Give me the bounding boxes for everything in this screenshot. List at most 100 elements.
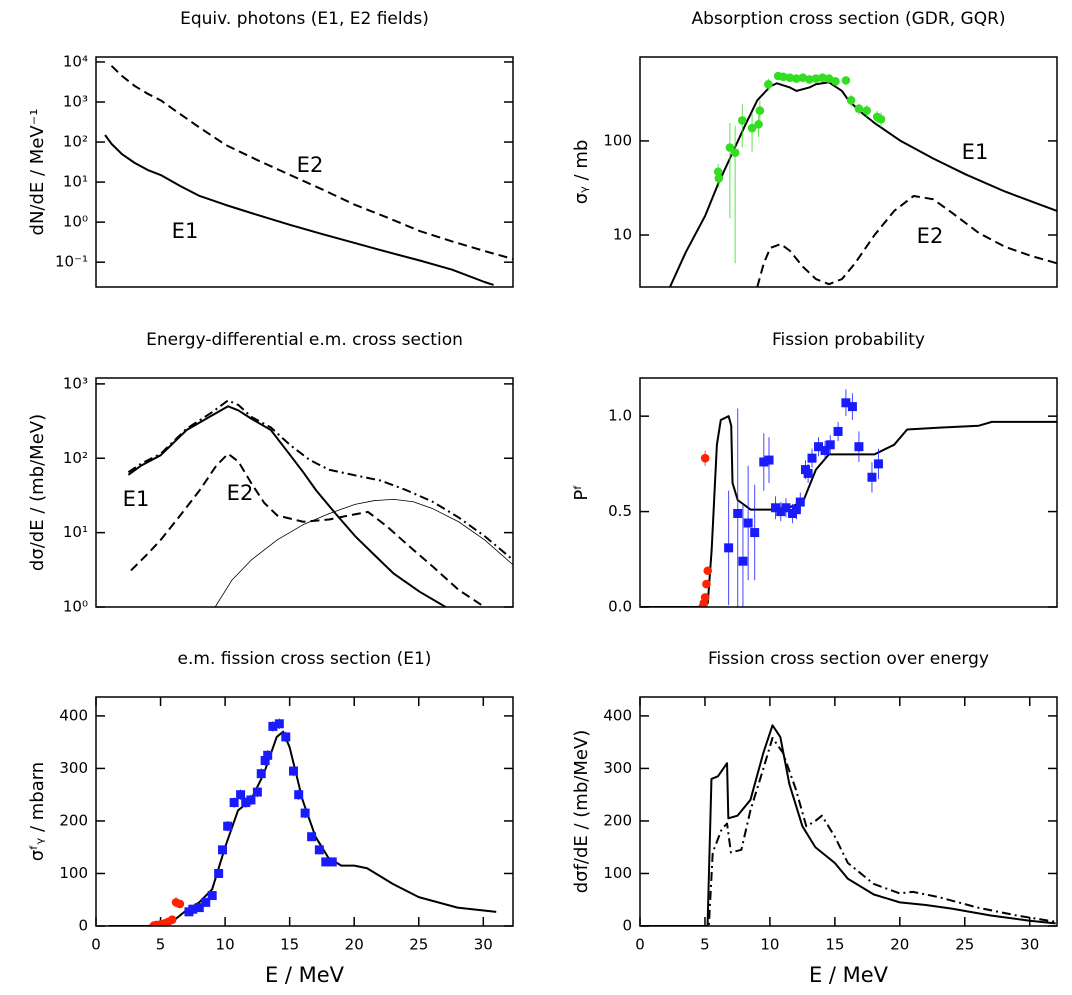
data-point [798,73,808,82]
plot-area [640,724,1056,926]
panel: Fission probability Pᶠ 0.0 0.5 1.0 [571,330,1058,616]
curve [104,134,494,286]
y-axis-label: dσ/dE / (mb/MeV) [27,414,48,571]
panel-title: Fission cross section over energy [708,649,989,669]
data-point [847,402,857,412]
annotation: E1 [123,487,150,511]
y-axis-label: Pᶠ [571,484,592,500]
data-point [803,468,813,478]
y-tick-label: 400 [603,706,632,724]
data-point [747,123,757,133]
data-point [175,899,185,909]
panel-title: e.m. fission cross section (E1) [178,649,432,669]
x-tick-label: 10 [760,936,779,954]
x-tick-label: 30 [1020,936,1039,954]
x-axis-label: E / MeV [809,963,889,987]
data-point [807,453,817,463]
x-tick-label: 30 [474,936,493,954]
curve [110,65,513,260]
y-tick-label: 10⁴ [63,52,88,70]
y-tick-label: 10⁰ [63,598,88,616]
annotation: E2 [297,153,324,177]
data-point [781,503,791,513]
plot-frame [95,696,514,927]
y-tick-label: 0 [622,917,632,935]
data-point [167,915,177,924]
data-point [876,114,886,124]
data-point [700,453,710,463]
plot-area [669,71,1057,287]
y-tick-label: 100 [59,864,88,882]
data-point [236,790,246,800]
y-tick-label: 10 [613,225,632,243]
data-point [700,593,710,602]
data-point [737,116,747,125]
y-tick-label: 0 [78,917,88,935]
x-tick-label: 10 [216,936,235,954]
data-point [791,505,801,515]
curve [640,736,1056,926]
y-axis-label: dN/dE / MeV⁻¹ [27,109,48,236]
x-tick-label: 25 [409,936,428,954]
y-tick-label: 300 [603,759,632,777]
panel: Fission cross section over energy dσf/dE … [571,649,1058,987]
data-point [846,96,856,105]
plot-frame [639,696,1058,927]
data-point [824,74,834,83]
y-tick-label: 10⁻¹ [55,253,88,271]
data-point [820,446,830,456]
plot-frame [639,56,1058,288]
panel: Equiv. photons (E1, E2 fields) dN/dE / Me… [27,9,514,288]
curve [127,405,447,607]
panel: Energy-differential e.m. cross section dσ… [27,330,514,616]
data-point [811,74,821,83]
data-point [300,808,310,818]
annotation: E2 [227,481,254,505]
data-point [194,903,204,913]
y-tick-label: 300 [59,759,88,777]
plot-frame [95,377,514,608]
data-point [854,104,864,114]
data-point [327,857,337,867]
y-tick-label: 10³ [63,93,88,111]
y-tick-label: 0.0 [608,598,632,616]
data-point [314,845,324,855]
x-tick-label: 20 [345,936,364,954]
panel-title: Absorption cross section (GDR, GQR) [691,9,1005,29]
data-point [289,766,299,776]
x-tick-label: 5 [156,936,166,954]
data-point [188,904,198,914]
data-point [854,442,864,452]
data-point [755,106,765,115]
data-point [246,795,256,805]
annotation: E2 [917,224,944,248]
data-point [294,790,304,800]
data-point [268,721,278,731]
data-point [241,798,251,808]
data-point [252,787,262,797]
data-point [776,507,786,517]
x-tick-label: 5 [700,936,710,954]
panel-title: Energy-differential e.m. cross section [146,330,463,350]
curve [756,194,1057,287]
data-point [862,106,872,115]
data-point [207,891,217,901]
data-point [841,398,851,408]
x-tick-label: 0 [91,936,101,954]
y-tick-label: 100 [603,864,632,882]
data-point [229,798,239,808]
data-point [764,455,774,465]
curve [214,498,513,607]
data-point [223,821,233,831]
y-tick-label: 100 [603,131,632,149]
x-tick-label: 25 [955,936,974,954]
data-point [307,832,317,842]
data-point [867,472,877,482]
data-point [831,77,840,86]
plot-area [104,65,513,286]
y-axis-label: σᶠᵧ / mbarn [27,762,48,861]
data-point [702,579,711,589]
plot-frame [639,377,1058,608]
annotation: E1 [172,219,199,243]
annotation: E1 [962,140,989,164]
